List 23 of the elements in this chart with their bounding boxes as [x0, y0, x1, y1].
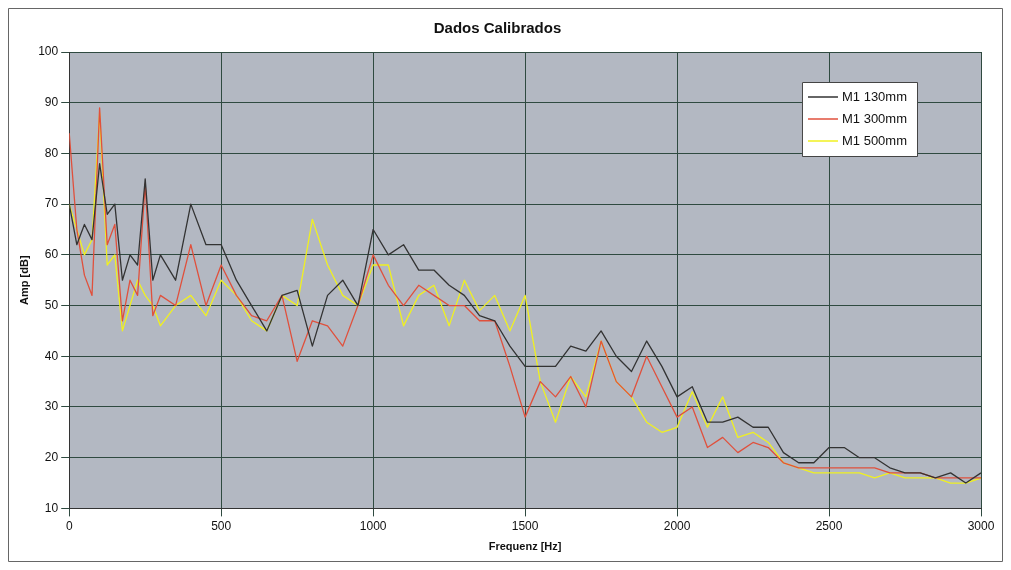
y-tick-label: 80 — [44, 145, 59, 160]
legend-label: M1 130mm — [841, 88, 908, 104]
y-tick-label: 100 — [38, 44, 59, 59]
x-tick-label: 3000 — [967, 518, 995, 533]
legend-label: M1 500mm — [841, 132, 908, 148]
y-tick-label: 40 — [44, 348, 59, 363]
y-tick-label: 10 — [44, 500, 59, 515]
y-tick-label: 60 — [44, 247, 59, 262]
chart-title: Dados Calibrados — [433, 19, 562, 37]
y-tick-label: 50 — [44, 297, 59, 312]
y-tick-label: 90 — [44, 95, 59, 110]
x-axis-title: Frequenz [Hz] — [488, 540, 562, 553]
y-axis-title: Amp [dB] — [17, 255, 30, 305]
x-tick-label: 1000 — [359, 518, 387, 533]
y-tick-label: 70 — [44, 196, 59, 211]
x-tick-label: 2500 — [815, 518, 843, 533]
x-tick-label: 2000 — [663, 518, 691, 533]
legend-label: M1 300mm — [841, 110, 908, 126]
x-tick-label: 0 — [65, 518, 73, 533]
x-tick-label: 500 — [211, 518, 232, 533]
y-tick-label: 20 — [44, 450, 59, 464]
y-tick-label: 30 — [44, 399, 59, 414]
x-tick-label: 1500 — [511, 518, 539, 533]
